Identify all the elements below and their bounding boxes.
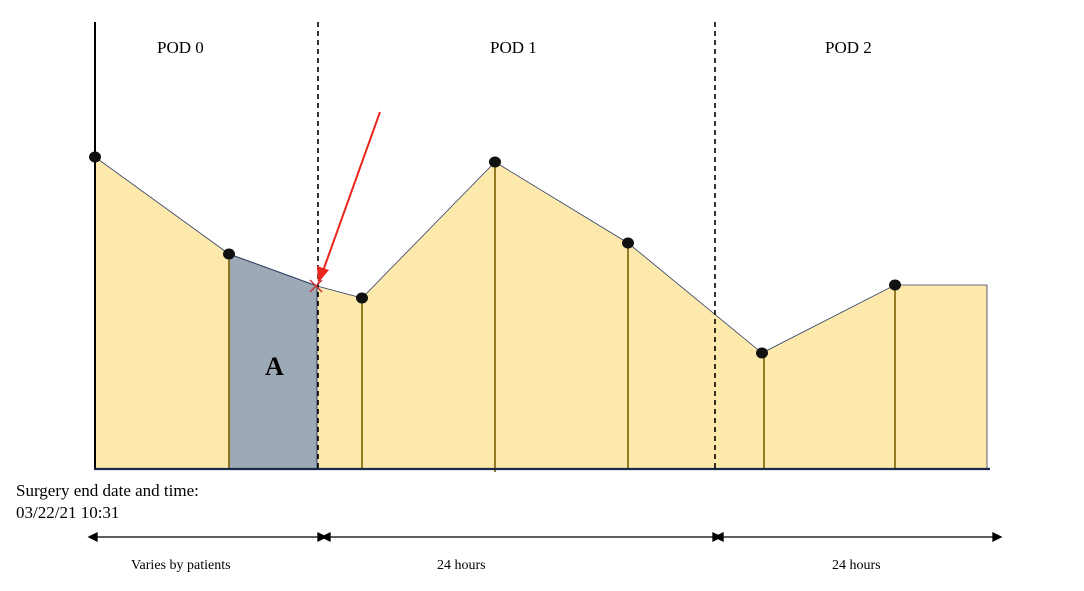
surgery-end-note: Surgery end date and time: 03/22/21 10:3… xyxy=(16,480,199,524)
surgery-end-title: Surgery end date and time: xyxy=(16,481,199,500)
data-point xyxy=(223,248,235,260)
duration-arrows xyxy=(87,531,1003,543)
period-label-pod-2: POD 2 xyxy=(825,38,872,57)
area-a-label: A xyxy=(265,352,284,381)
surgery-end-datetime: 03/22/21 10:31 xyxy=(16,503,120,522)
red-arrow-icon xyxy=(317,111,381,283)
data-points xyxy=(89,151,901,359)
duration-label-1: Varies by patients xyxy=(131,558,231,573)
data-point xyxy=(489,156,501,168)
boundary-cross-icon xyxy=(309,279,323,293)
duration-label-2: 24 hours xyxy=(437,558,486,573)
period-label-pod-0: POD 0 xyxy=(157,38,204,57)
duration-label-3: 24 hours xyxy=(832,558,881,573)
data-point xyxy=(756,347,768,359)
data-point xyxy=(356,292,368,304)
data-point xyxy=(622,237,634,249)
data-point xyxy=(89,151,101,163)
period-label-pod-1: POD 1 xyxy=(490,38,537,57)
data-point xyxy=(889,279,901,291)
drop-lines xyxy=(228,162,896,472)
